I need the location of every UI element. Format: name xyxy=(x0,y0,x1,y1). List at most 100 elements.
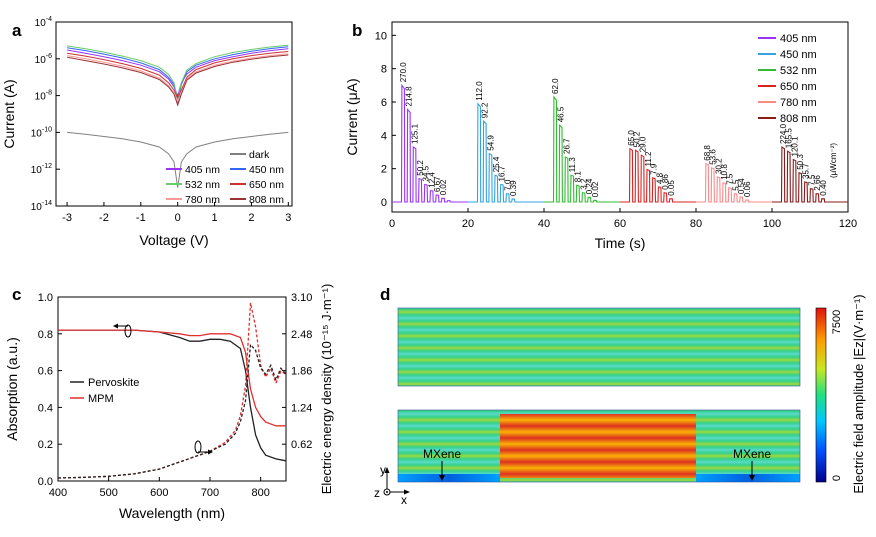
iv-x-tick-label: 3 xyxy=(285,212,291,224)
iv-y-axis: 10-14 10-12 10-10 10-8 10-6 10-4 xyxy=(31,16,60,213)
absorption-y-tick-label: 0.0 xyxy=(38,476,53,488)
photocurrent-peak-label: 35.7 xyxy=(802,163,811,179)
photocurrent-y-tick-label: 2 xyxy=(381,164,387,176)
field-map-hot-region xyxy=(500,414,696,478)
energy-density-y-tick-label: 0.62 xyxy=(291,439,312,451)
iv-y-tick-label: 10-14 xyxy=(31,200,52,213)
photocurrent-peak-label: 50.2 xyxy=(633,131,642,147)
photocurrent-peak-label: 54.9 xyxy=(486,135,495,151)
photocurrent-y-tick-label: 10 xyxy=(375,30,387,42)
axis-indicator-ellipse xyxy=(124,324,132,338)
photocurrent-ylabel: Current (μA) xyxy=(344,78,360,155)
photocurrent-peak-label: 0.05 xyxy=(667,180,676,196)
photocurrent-peak-label: 50.2 xyxy=(416,160,425,176)
iv-x-tick-label: 1 xyxy=(212,212,218,224)
photocurrent-peak-label: 46.5 xyxy=(557,106,566,122)
photocurrent-peak-label: 0.86 xyxy=(661,174,670,190)
iv-legend-label: dark xyxy=(249,149,270,161)
photocurrent-peak-label: 7.5 xyxy=(807,174,816,186)
iv-series-line xyxy=(67,44,289,100)
photocurrent-peak-label: 92.2 xyxy=(481,102,490,118)
photocurrent-legend-label: 450 nm xyxy=(780,49,817,61)
energy-density-ylabel: Electric energy density (10⁻¹⁵ J·m⁻¹) xyxy=(319,284,334,495)
photocurrent-peak-label: 165.5 xyxy=(785,128,794,149)
colorbar-gradient xyxy=(815,307,827,483)
absorption-x-tick-label: 600 xyxy=(150,487,168,499)
iv-y-tick-label: 10-10 xyxy=(31,126,52,139)
photocurrent-x-tick-label: 100 xyxy=(763,218,781,230)
photocurrent-legend-label: 808 nm xyxy=(780,113,817,125)
iv-series-line xyxy=(67,51,289,99)
absorption-y-tick-label: 0.4 xyxy=(38,402,53,414)
colorbar-title: Electric field amplitude |Ez|(V·m⁻¹) xyxy=(851,294,866,493)
photocurrent-x-tick-label: 60 xyxy=(614,218,626,230)
photocurrent-peak-label: 112.0 xyxy=(475,81,484,101)
photocurrent-peak-label: 270.0 xyxy=(399,62,408,83)
photocurrent-peak-label: 0.24 xyxy=(585,178,594,194)
energy-density-line xyxy=(57,302,287,479)
iv-series-line xyxy=(67,54,289,107)
photocurrent-y-tick-label: 4 xyxy=(381,130,387,142)
mxene-arrowhead-left xyxy=(439,475,445,481)
iv-x-axis: -3 -2 -1 0 1 2 3 xyxy=(62,202,291,224)
panel-label-c: c xyxy=(12,285,21,304)
absorption-right-y-axis: 0.62 1.24 1.86 2.48 3.10 xyxy=(282,292,312,451)
absorption-ylabel: Absorption (a.u.) xyxy=(4,337,20,441)
photocurrent-peak-label: 6.67 xyxy=(433,176,442,192)
photocurrent-series-line xyxy=(620,147,696,203)
axis-indicator-ellipse xyxy=(194,440,202,454)
coordinate-axes: y z x xyxy=(374,463,410,507)
iv-ylabel: Current (A) xyxy=(1,79,17,148)
y-axis-arrowhead xyxy=(384,467,390,473)
photocurrent-x-tick-label: 80 xyxy=(690,218,702,230)
iv-x-tick-label: 2 xyxy=(248,212,254,224)
colorbar-max-label: 7500 xyxy=(831,310,843,334)
energy-density-line xyxy=(57,342,287,479)
z-axis-dot xyxy=(386,491,388,493)
absorption-y-tick-label: 0.8 xyxy=(38,329,53,341)
absorption-y-tick-label: 0.6 xyxy=(38,366,53,378)
photocurrent-peak-label: 0.02 xyxy=(591,181,600,197)
x-axis-arrowhead xyxy=(404,489,410,495)
photocurrent-peak-label: 26.7 xyxy=(562,138,571,154)
photocurrent-legend-label: 405 nm xyxy=(780,33,817,45)
z-axis-label: z xyxy=(374,486,380,500)
field-map-plain-frame xyxy=(397,307,801,387)
field-map-plain-bg xyxy=(398,308,800,386)
iv-legend-label: 405 nm xyxy=(185,164,220,176)
photocurrent-peak-label: 214.8 xyxy=(405,86,414,107)
photocurrent-peak-label: 30.2 xyxy=(714,158,723,174)
photocurrent-peak-labels: 270.0214.8125.150.234.512.46.670.02112.0… xyxy=(399,62,828,198)
photocurrent-legend-label: 780 nm xyxy=(780,97,817,109)
mxene-arrowhead-right xyxy=(749,475,755,481)
x-axis-label: x xyxy=(401,493,407,507)
absorption-legend-label: MPM xyxy=(88,393,114,405)
photocurrent-peak-label: 0.06 xyxy=(743,181,752,197)
photocurrent-peak-label: 5.5 xyxy=(731,179,740,191)
photocurrent-y-tick-label: 0 xyxy=(381,197,387,209)
panel-label-a: a xyxy=(12,21,22,40)
absorption-legend-label: Pervoskite xyxy=(88,377,139,389)
photocurrent-peak-label: 16.7 xyxy=(498,165,507,181)
panel-label-b: b xyxy=(352,21,362,40)
absorption-x-tick-label: 800 xyxy=(251,487,269,499)
absorption-xlabel: Wavelength (nm) xyxy=(119,505,225,521)
iv-series-line xyxy=(67,48,289,98)
iv-series-lines xyxy=(67,44,289,188)
absorption-y-tick-label: 0.2 xyxy=(38,439,53,451)
photocurrent-x-axis: 0 20 40 60 80 100 120 xyxy=(389,208,857,230)
photocurrent-peak-label: 224.0 xyxy=(779,123,788,144)
axis-indicator-left xyxy=(113,323,132,338)
absorption-y-tick-label: 1.0 xyxy=(38,292,53,304)
field-map: MXene MXene y z x 7500 0 Electric field … xyxy=(374,294,866,507)
colorbar-min-label: 0 xyxy=(831,475,843,481)
iv-legend-label: 780 nm xyxy=(185,194,220,206)
photocurrent-peak-label: 7.5 xyxy=(726,173,735,185)
photocurrent-peak-label: 53.6 xyxy=(709,149,718,165)
iv-x-tick-label: 0 xyxy=(175,212,181,224)
absorption-x-tick-label: 700 xyxy=(201,487,219,499)
absorption-x-tick-label: 400 xyxy=(49,487,67,499)
photocurrent-peak-label: 29.0 xyxy=(638,136,647,152)
energy-density-y-tick-label: 2.48 xyxy=(291,329,312,341)
